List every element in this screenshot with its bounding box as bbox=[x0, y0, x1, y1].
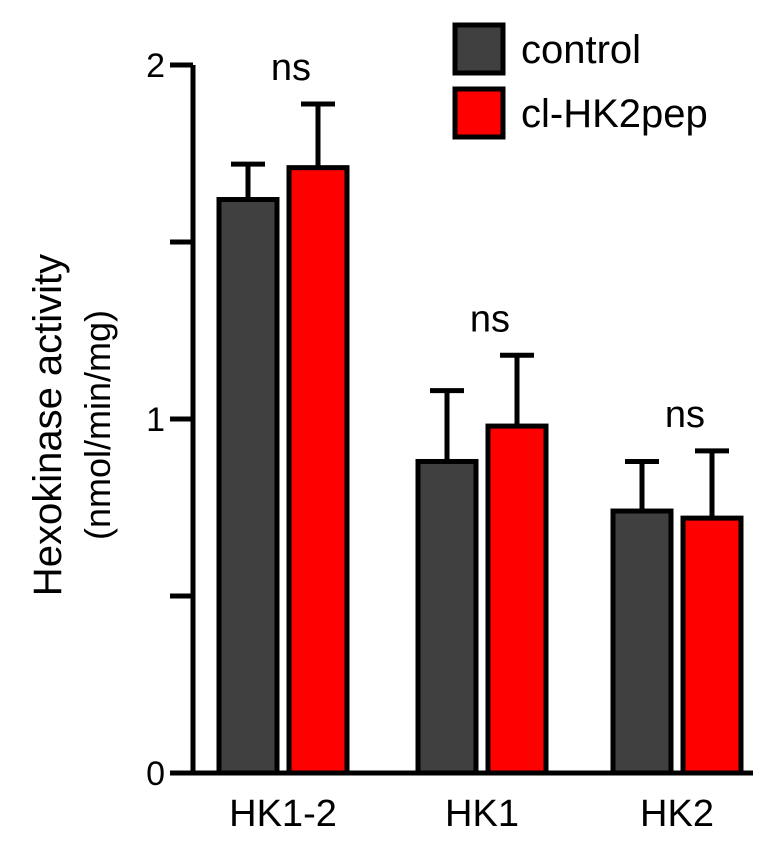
y-tick-label: 0 bbox=[146, 755, 165, 793]
bar-control-HK2 bbox=[613, 511, 671, 773]
legend-label-cl-HK2pep: cl-HK2pep bbox=[521, 92, 708, 136]
annotation-ns: ns bbox=[271, 47, 311, 89]
y-axis-units: (nmol/min/mg) bbox=[77, 310, 118, 540]
bars-layer bbox=[219, 168, 741, 773]
bar-cl-HK2pep-HK1 bbox=[488, 426, 546, 773]
y-tick-label: 2 bbox=[146, 47, 165, 85]
annotation-ns: ns bbox=[665, 394, 705, 436]
legend-label-control: control bbox=[521, 28, 641, 72]
legend-swatch-cl-HK2pep bbox=[455, 89, 503, 137]
bar-cl-HK2pep-HK1-2 bbox=[289, 168, 347, 773]
x-tick-label-HK1-2: HK1-2 bbox=[229, 793, 337, 835]
bar-control-HK1 bbox=[418, 461, 476, 773]
bar-cl-HK2pep-HK2 bbox=[683, 518, 741, 773]
x-tick-label-HK1: HK1 bbox=[445, 793, 519, 835]
y-axis-label: Hexokinase activity bbox=[26, 254, 70, 596]
legend-swatch-control bbox=[455, 25, 503, 73]
bar-control-HK1-2 bbox=[219, 200, 277, 773]
legend: control cl-HK2pep bbox=[455, 25, 708, 137]
annotation-ns: ns bbox=[470, 298, 510, 340]
y-tick-label: 1 bbox=[146, 401, 165, 439]
x-tick-label-HK2: HK2 bbox=[640, 793, 714, 835]
